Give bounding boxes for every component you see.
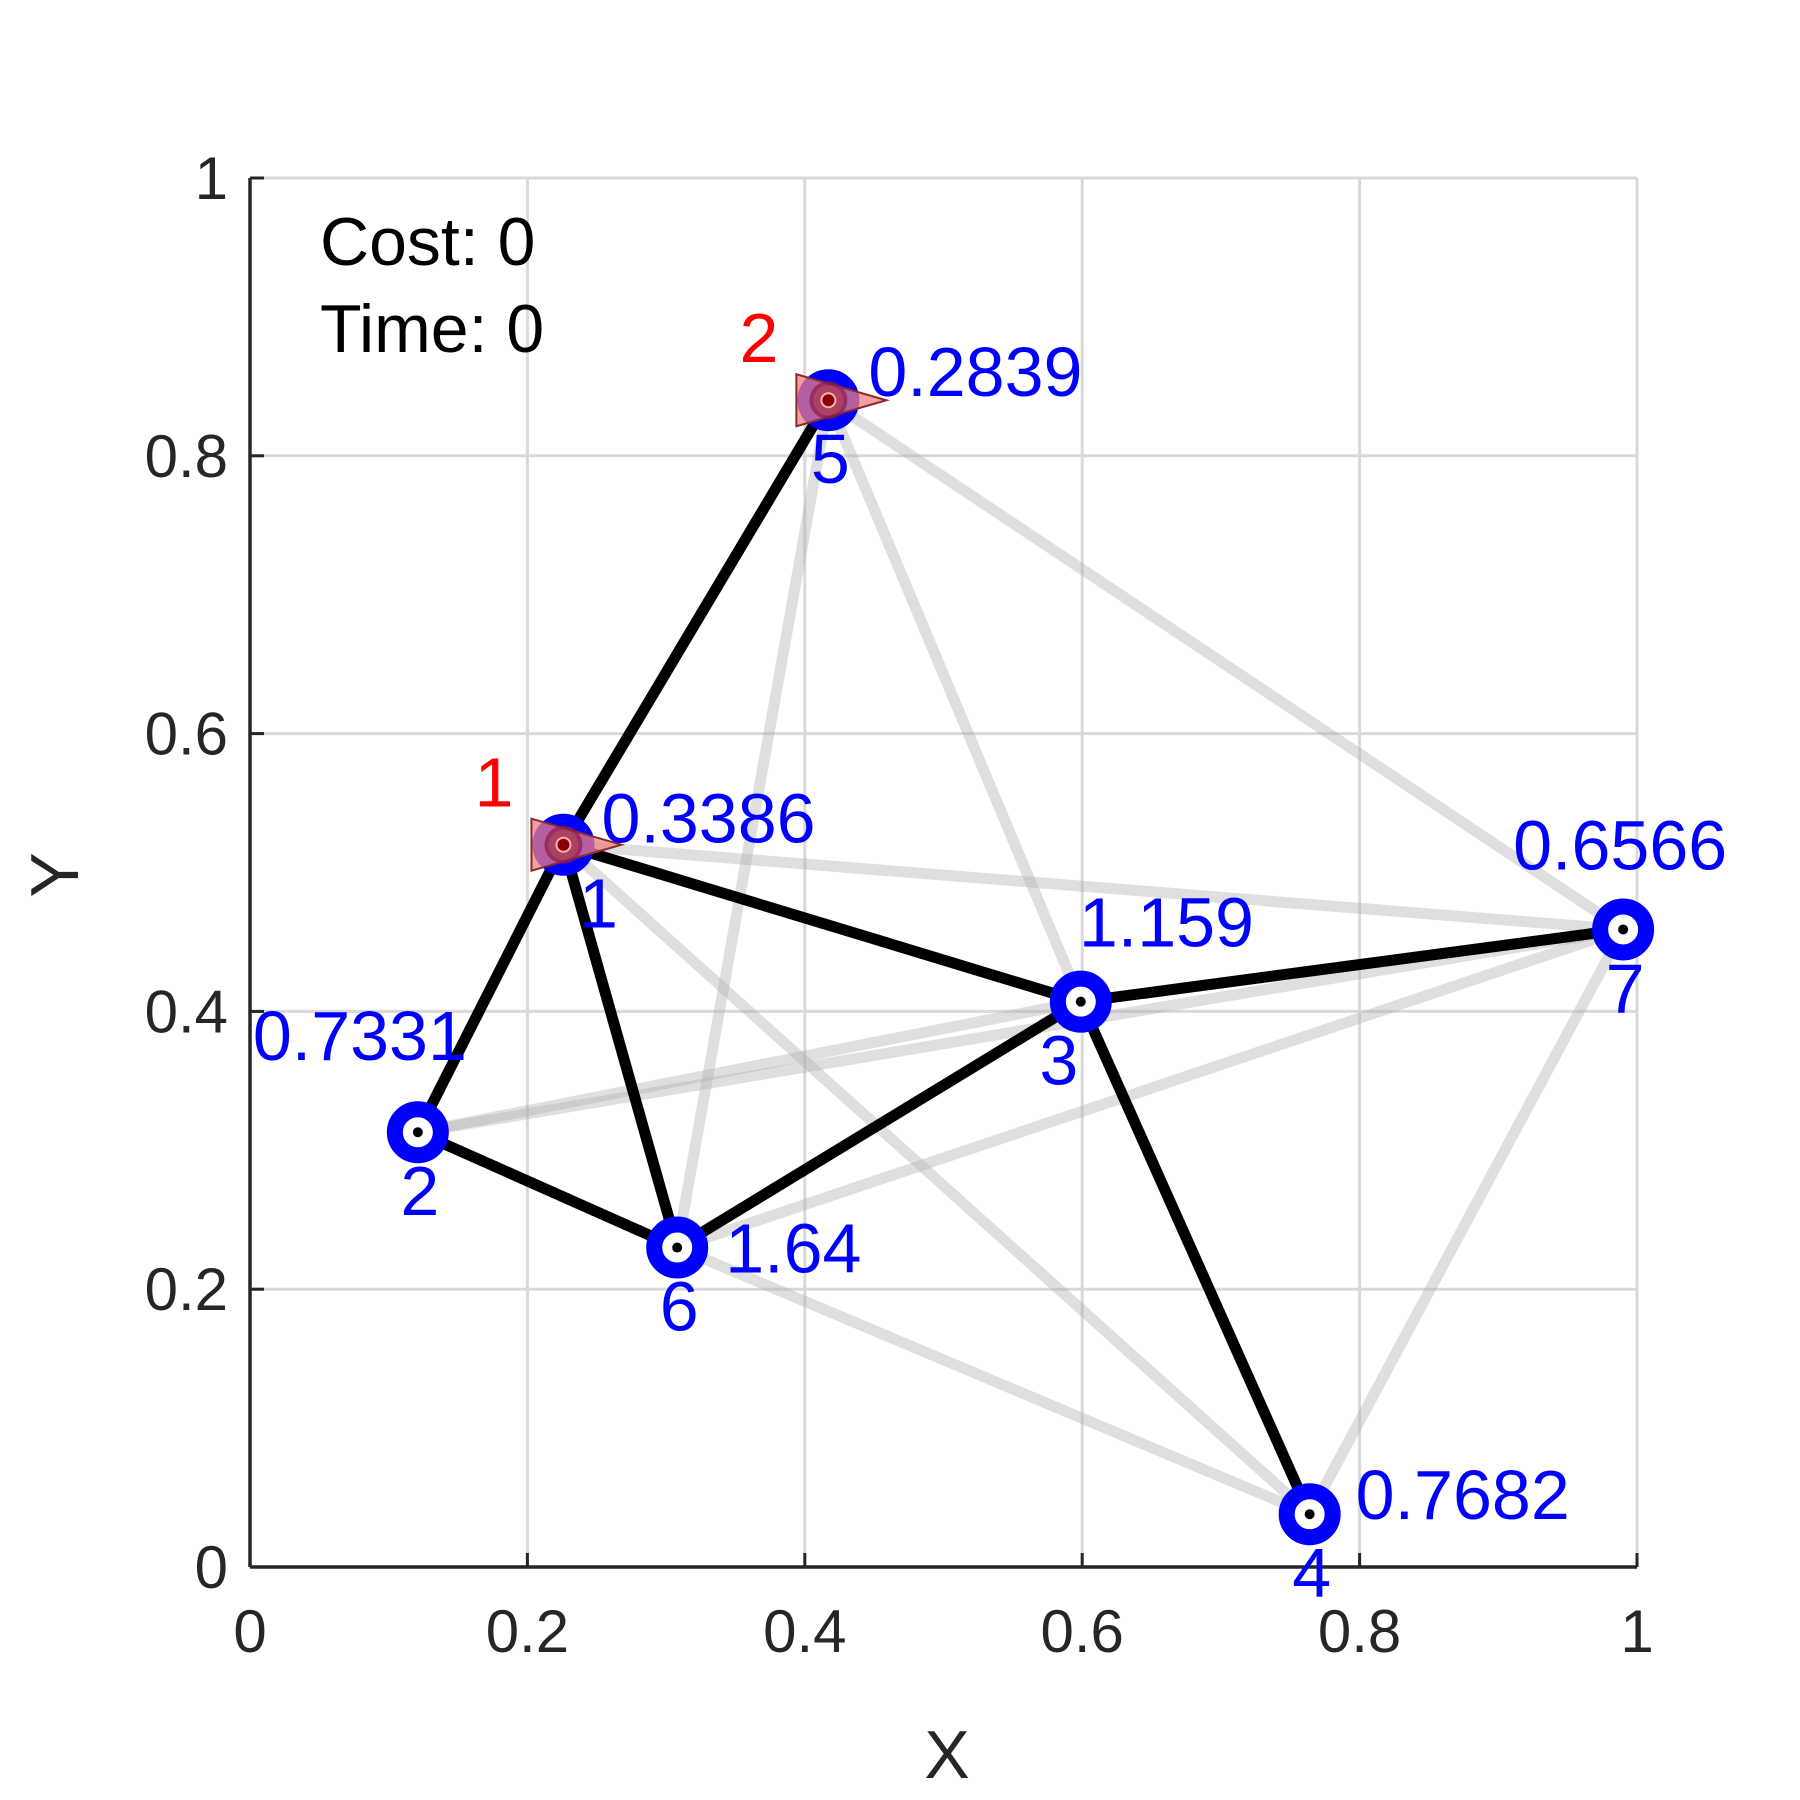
node-center-dot bbox=[1075, 996, 1086, 1007]
node-index-label: 6 bbox=[660, 1268, 699, 1346]
node-value-label: 0.6566 bbox=[1513, 806, 1727, 884]
node-index-label: 5 bbox=[811, 420, 850, 498]
tick-labels: 0 0.2 0.4 0.6 0.8 1 0 0.2 0.4 0.6 0.8 1 bbox=[145, 145, 1654, 1665]
node-index-label: 2 bbox=[400, 1152, 439, 1230]
node-index-label: 7 bbox=[1606, 949, 1645, 1027]
active-edges bbox=[412, 394, 1629, 1520]
agent-center-dot bbox=[820, 392, 837, 409]
axes bbox=[248, 176, 1639, 1569]
inactive-edge bbox=[822, 394, 1087, 1008]
node-value-label: 0.7331 bbox=[253, 997, 467, 1075]
node-center-dot bbox=[1304, 1509, 1315, 1520]
node-index-label: 4 bbox=[1292, 1534, 1331, 1612]
node-center-dot bbox=[1618, 924, 1629, 935]
node-value-label: 0.2839 bbox=[868, 333, 1082, 411]
node-labels: 0.338610.733121.15930.768240.283951.6460… bbox=[253, 333, 1727, 1612]
y-tick-label: 0.4 bbox=[145, 978, 228, 1045]
inactive-edge bbox=[671, 1242, 1316, 1520]
time-readout: Time: 0 bbox=[320, 291, 544, 367]
agent-label: 1 bbox=[475, 744, 514, 822]
inactive-edge bbox=[671, 923, 1629, 1254]
node-value-label: 0.7682 bbox=[1356, 1456, 1570, 1534]
node-index-label: 3 bbox=[1039, 1022, 1078, 1100]
x-tick-label: 0.2 bbox=[486, 1598, 569, 1665]
x-tick-label: 0 bbox=[233, 1598, 266, 1665]
y-tick-label: 0.8 bbox=[145, 423, 228, 490]
node-index-label: 1 bbox=[579, 865, 618, 943]
inactive-edge bbox=[671, 394, 834, 1254]
active-edge bbox=[557, 839, 1087, 1008]
node-center-dot bbox=[672, 1242, 683, 1253]
y-tick-label: 0.2 bbox=[145, 1256, 228, 1323]
node-value-label: 1.159 bbox=[1079, 884, 1254, 962]
active-edge bbox=[1075, 923, 1629, 1008]
inactive-edge bbox=[412, 923, 1629, 1138]
node-value-label: 1.64 bbox=[725, 1210, 861, 1288]
y-axis-label: Y bbox=[17, 852, 93, 897]
active-edge bbox=[1075, 996, 1316, 1520]
agent-center-dot bbox=[555, 836, 572, 853]
active-edge bbox=[412, 1126, 683, 1254]
agent-label: 2 bbox=[739, 299, 778, 377]
inactive-edge bbox=[412, 996, 1087, 1138]
node-value-label: 0.3386 bbox=[601, 780, 815, 858]
x-axis-label: X bbox=[924, 1717, 969, 1793]
node-center-dot bbox=[412, 1127, 423, 1138]
y-tick-label: 0 bbox=[195, 1534, 228, 1601]
cost-readout: Cost: 0 bbox=[320, 204, 535, 280]
inactive-edges bbox=[412, 394, 1629, 1520]
x-tick-label: 0.8 bbox=[1318, 1598, 1401, 1665]
x-tick-label: 0.4 bbox=[763, 1598, 846, 1665]
x-tick-label: 0.6 bbox=[1040, 1598, 1123, 1665]
inactive-edge bbox=[822, 394, 1629, 935]
agents: 12 bbox=[475, 299, 890, 873]
inactive-edge bbox=[1304, 923, 1629, 1520]
active-edge bbox=[557, 394, 834, 851]
active-edge bbox=[412, 839, 569, 1138]
inactive-edge bbox=[557, 839, 1629, 935]
active-edge bbox=[557, 839, 683, 1254]
active-edge bbox=[671, 996, 1087, 1254]
inactive-edge bbox=[557, 839, 1316, 1520]
y-tick-label: 0.6 bbox=[145, 701, 228, 768]
x-tick-label: 1 bbox=[1620, 1598, 1653, 1665]
y-tick-label: 1 bbox=[195, 145, 228, 212]
